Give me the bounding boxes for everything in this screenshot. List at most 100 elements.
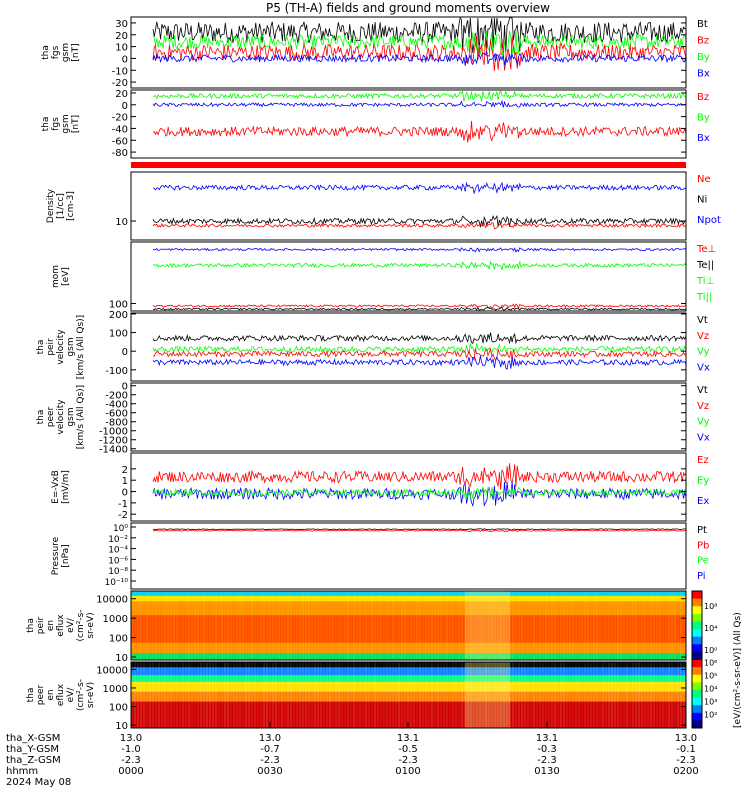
y-tick-label: 10 <box>115 43 128 54</box>
colorbar-tick: 10⁶ <box>704 659 717 668</box>
spectro-stripe <box>593 662 595 728</box>
spectro-stripe <box>578 662 580 728</box>
spectro-stripe <box>359 591 361 660</box>
colorbar-band <box>692 629 702 638</box>
spectro-stripe <box>212 591 214 660</box>
series-line <box>152 306 687 311</box>
spectro-stripe <box>239 662 241 728</box>
spectro-stripe <box>644 591 646 660</box>
series-line <box>152 99 686 108</box>
spectro-stripe <box>257 662 259 728</box>
time-row-label: tha_Y-GSM <box>6 744 59 755</box>
spectro-stripe <box>569 662 571 728</box>
ylabel-line: [nT] <box>71 43 81 61</box>
ylabel-line: [cm-3] <box>66 191 76 221</box>
spectro-stripe <box>674 591 676 660</box>
panel-5: tha peir velocity gsm [km/s (All Qs)] -100 0 10… <box>36 310 710 382</box>
spectro-stripe <box>203 662 205 728</box>
spectro-stripe <box>380 662 382 728</box>
series-line <box>152 17 687 54</box>
spectro-stripe <box>557 662 559 728</box>
spectro-stripe <box>551 662 553 728</box>
spectro-stripe <box>230 662 232 728</box>
spectro-stripe <box>395 662 397 728</box>
spectro-stripe <box>329 662 331 728</box>
y-tick-label: 0 <box>122 101 128 112</box>
spectro-stripe <box>518 591 520 660</box>
ylabel-line: tha <box>41 117 51 132</box>
y-tick-label: 10 <box>115 721 128 732</box>
ylabel-line: sr-eV) <box>86 612 96 638</box>
ylabel-line: fgs <box>51 117 61 131</box>
spectro-stripe <box>659 591 661 660</box>
spectro-stripe <box>230 591 232 660</box>
spectro-stripe <box>149 662 151 728</box>
spectro-stripe <box>449 662 451 728</box>
series-line <box>152 51 687 66</box>
spectro-stripe <box>287 591 289 660</box>
legend-item: Vx <box>697 432 710 443</box>
spectro-stripe <box>188 591 190 660</box>
spectro-stripe <box>329 591 331 660</box>
spectro-stripe <box>512 591 514 660</box>
ylabel-line: Pressure <box>51 536 61 575</box>
spectro-stripe <box>668 591 670 660</box>
spectro-stripe <box>410 662 412 728</box>
y-tick-label: 100 <box>109 300 128 311</box>
spectro-stripe <box>464 591 466 660</box>
y-tick-label: -20 <box>112 113 128 124</box>
spectro-stripe <box>335 662 337 728</box>
spectro-stripe <box>215 591 217 660</box>
colorbar-band <box>692 720 702 729</box>
spectro-stripe <box>272 662 274 728</box>
spectro-band <box>131 615 686 644</box>
spectro-stripe <box>395 591 397 660</box>
spectro-stripe <box>602 591 604 660</box>
y-tick-label: 1000 <box>103 684 128 695</box>
spectro-stripe <box>662 591 664 660</box>
spectro-stripe <box>476 591 478 660</box>
spectro-stripe <box>500 662 502 728</box>
ylabel-line: [nT] <box>71 115 81 133</box>
spectro-stripe <box>242 662 244 728</box>
spectro-stripe <box>503 662 505 728</box>
spectro-stripe <box>638 662 640 728</box>
y-tick-label: 1 <box>122 476 128 487</box>
series-line <box>152 28 687 61</box>
spectro-stripe <box>497 662 499 728</box>
spectro-stripe <box>278 662 280 728</box>
ylabel-line: E=-VxB <box>51 470 61 504</box>
y-tick-label: 20 <box>115 89 128 100</box>
spectro-stripe <box>611 591 613 660</box>
spectro-stripe <box>608 662 610 728</box>
spectro-stripe <box>608 591 610 660</box>
spectro-stripe <box>533 662 535 728</box>
spectro-stripe <box>419 591 421 660</box>
ylabel-line: tha <box>36 340 46 355</box>
time-row-value: -0.7 <box>260 744 280 755</box>
ylabel-line: [eV] <box>61 267 71 286</box>
spectro-stripe <box>455 662 457 728</box>
spectro-stripe <box>266 591 268 660</box>
spectro-stripe <box>674 662 676 728</box>
y-tick-label: -20 <box>112 78 128 89</box>
spectro-stripe <box>224 591 226 660</box>
spectro-stripe <box>140 591 142 660</box>
colorbar-band <box>692 667 702 676</box>
spectro-stripe <box>446 591 448 660</box>
y-tick-label: -100 <box>105 366 128 377</box>
spectro-stripe <box>626 662 628 728</box>
spectro-stripe <box>563 662 565 728</box>
spectro-stripe <box>293 591 295 660</box>
spectro-stripe <box>362 591 364 660</box>
spectro-stripe <box>518 662 520 728</box>
legend-item: Vz <box>697 331 709 342</box>
spectro-stripe <box>272 591 274 660</box>
panel-ylabel: tha peer en eflux eV/(cm²-s-sr-eV) <box>26 679 96 711</box>
spectro-stripe <box>362 662 364 728</box>
spectro-stripe <box>158 662 160 728</box>
spectro-stripe <box>470 591 472 660</box>
date-label: 2024 May 08 <box>6 777 71 788</box>
spectro-stripe <box>152 591 154 660</box>
spectro-stripe <box>437 662 439 728</box>
